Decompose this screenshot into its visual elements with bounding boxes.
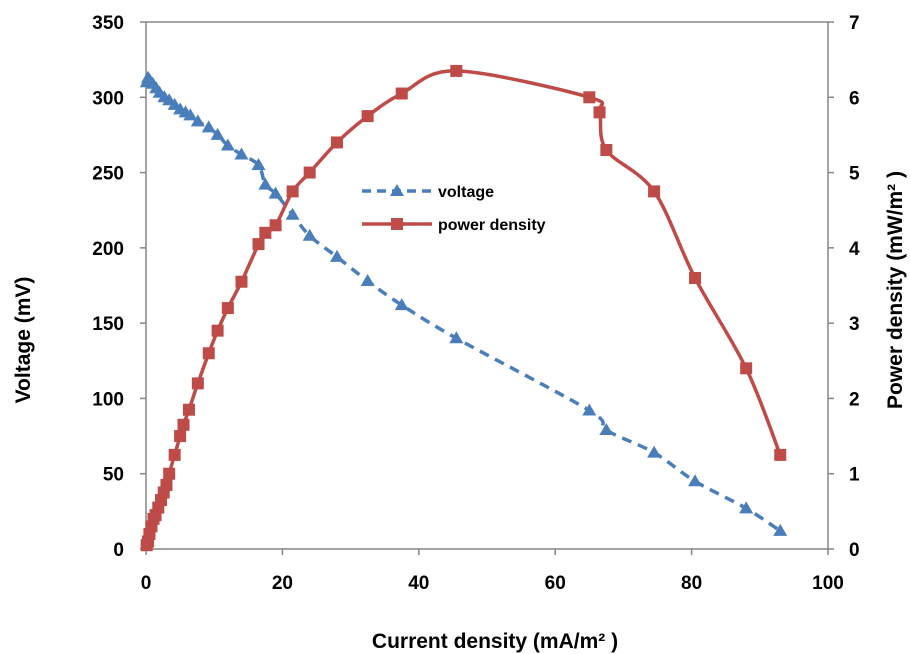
y-tick-label: 150 <box>92 314 124 335</box>
y2-axis-ticks: 0 1 2 3 4 5 6 7 <box>828 13 860 561</box>
point-voltage <box>220 138 235 151</box>
point-voltage <box>210 127 225 140</box>
point-power-density <box>177 418 190 431</box>
point-voltage <box>647 445 662 458</box>
point-power-density <box>168 448 181 461</box>
point-voltage <box>599 423 614 436</box>
point-voltage <box>394 298 409 311</box>
point-voltage <box>268 186 283 199</box>
point-power-density <box>648 185 661 198</box>
point-power-density <box>269 219 282 232</box>
point-power-density <box>303 166 316 179</box>
legend-voltage-marker <box>390 184 404 196</box>
point-power-density <box>774 448 787 461</box>
x-tick-label: 100 <box>812 573 844 594</box>
plot-area <box>145 21 829 550</box>
point-voltage <box>201 120 216 133</box>
point-power-density <box>361 110 374 123</box>
x-tick-label: 20 <box>272 573 293 594</box>
y-tick-label: 200 <box>92 239 124 260</box>
y-tick-label: 250 <box>92 164 124 185</box>
point-voltage <box>183 108 198 121</box>
y-axis-ticks: 0 50 100 150 200 250 300 350 <box>92 13 146 561</box>
x-tick-label: 0 <box>141 573 152 594</box>
point-power-density <box>395 87 408 100</box>
point-power-density <box>235 275 248 288</box>
point-voltage <box>688 474 703 487</box>
y-tick-label: 50 <box>103 465 124 486</box>
point-power-density <box>740 362 753 375</box>
x-tick-label: 80 <box>681 573 702 594</box>
point-voltage <box>582 403 597 416</box>
point-power-density <box>450 64 463 77</box>
y-tick-label: 0 <box>113 540 124 561</box>
y2-axis-title: Power density (mW/m² ) <box>884 171 907 409</box>
point-power-density <box>160 479 173 492</box>
point-power-density <box>286 185 299 198</box>
point-voltage <box>285 207 300 220</box>
x-tick-label: 40 <box>408 573 429 594</box>
y-axis-title: Voltage (mV) <box>12 277 35 404</box>
y2-tick-label: 4 <box>849 239 860 260</box>
point-power-density <box>174 430 187 443</box>
x-axis-ticks: 0 20 40 60 80 100 <box>141 549 844 594</box>
y2-tick-label: 6 <box>849 88 860 109</box>
point-voltage <box>449 331 464 344</box>
point-power-density <box>182 403 195 416</box>
point-power-density <box>593 106 606 119</box>
point-power-density <box>163 467 176 480</box>
point-power-density <box>583 91 596 104</box>
legend-power-label: power density <box>438 217 546 234</box>
y2-tick-label: 0 <box>849 540 860 561</box>
legend-voltage-label: voltage <box>438 184 494 201</box>
point-voltage <box>234 147 249 160</box>
point-power-density <box>202 347 215 360</box>
point-power-density <box>259 226 272 239</box>
y2-tick-label: 1 <box>849 465 860 486</box>
point-power-density <box>330 136 343 149</box>
x-axis-title: Current density (mA/m² ) <box>372 630 618 653</box>
y2-tick-label: 3 <box>849 314 860 335</box>
series-layer <box>139 64 788 552</box>
point-voltage <box>773 523 788 536</box>
point-voltage <box>302 228 317 241</box>
point-voltage <box>251 158 266 171</box>
x-tick-label: 60 <box>545 573 566 594</box>
point-voltage <box>258 177 273 190</box>
point-power-density <box>211 324 224 337</box>
point-power-density <box>191 377 204 390</box>
y2-tick-label: 2 <box>849 389 860 410</box>
point-power-density <box>221 302 234 315</box>
y2-tick-label: 5 <box>849 164 860 185</box>
point-voltage <box>739 501 754 514</box>
y2-tick-label: 7 <box>849 13 860 34</box>
point-voltage <box>190 114 205 127</box>
point-voltage <box>360 273 375 286</box>
point-voltage <box>329 249 344 262</box>
point-power-density <box>600 143 613 156</box>
point-power-density <box>689 271 702 284</box>
legend: voltage power density <box>362 184 546 234</box>
y-tick-label: 100 <box>92 389 124 410</box>
y-tick-label: 350 <box>92 13 124 34</box>
y-tick-label: 300 <box>92 88 124 109</box>
legend-power-marker <box>391 218 403 230</box>
series-line-voltage <box>144 75 782 533</box>
point-power-density <box>252 238 265 251</box>
